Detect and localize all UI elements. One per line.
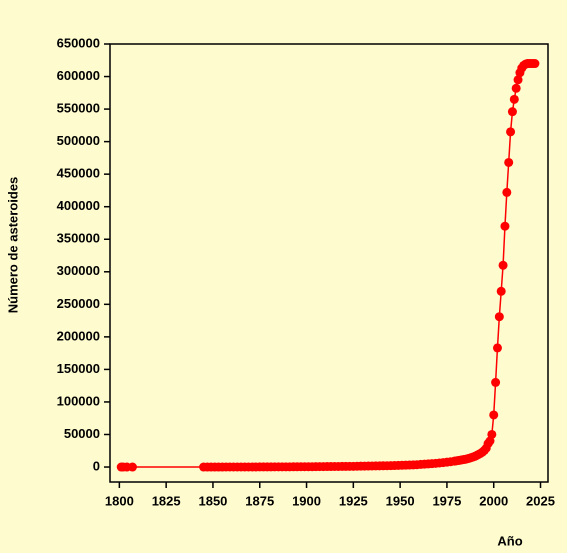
- data-point: [492, 343, 502, 353]
- x-tick-label: 2025: [526, 493, 555, 508]
- data-point: [513, 75, 523, 85]
- x-tick-label: 1900: [292, 493, 321, 508]
- y-tick-label: 300000: [57, 263, 100, 278]
- plot-frame: [109, 43, 549, 483]
- x-tick-label: 1850: [198, 493, 227, 508]
- y-tick-label: 450000: [57, 166, 100, 181]
- x-tick-label: 1800: [105, 493, 134, 508]
- data-point: [509, 94, 519, 104]
- data-point: [507, 107, 517, 117]
- data-point: [487, 429, 497, 439]
- data-point: [504, 157, 514, 167]
- y-tick-label: 350000: [57, 231, 100, 246]
- data-point: [491, 377, 501, 387]
- y-tick-label: 50000: [64, 426, 100, 441]
- y-tick-label: 250000: [57, 296, 100, 311]
- y-axis-label: Número de asteroides: [5, 177, 20, 314]
- y-tick-label: 200000: [57, 328, 100, 343]
- x-tick-label: 1825: [152, 493, 181, 508]
- x-axis-label: Año: [497, 533, 522, 548]
- y-tick-label: 650000: [57, 35, 100, 50]
- x-tick-label: 2000: [479, 493, 508, 508]
- data-point: [500, 221, 510, 231]
- y-tick-label: 500000: [57, 133, 100, 148]
- y-tick-label: 550000: [57, 101, 100, 116]
- data-point: [502, 187, 512, 197]
- y-tick-label: 150000: [57, 361, 100, 376]
- data-point: [530, 59, 540, 69]
- data-point: [127, 462, 137, 472]
- y-tick-label: 100000: [57, 393, 100, 408]
- y-tick-label: 600000: [57, 68, 100, 83]
- x-tick-label: 1875: [245, 493, 274, 508]
- x-tick-label: 1950: [386, 493, 415, 508]
- data-point: [496, 286, 506, 296]
- data-point: [498, 260, 508, 270]
- x-tick-label: 1925: [339, 493, 368, 508]
- x-tick-label: 1975: [432, 493, 461, 508]
- data-point: [489, 410, 499, 420]
- data-point: [494, 312, 504, 322]
- data-point: [506, 127, 516, 137]
- y-tick-label: 400000: [57, 198, 100, 213]
- data-point: [511, 83, 521, 93]
- y-tick-label: 0: [93, 458, 100, 473]
